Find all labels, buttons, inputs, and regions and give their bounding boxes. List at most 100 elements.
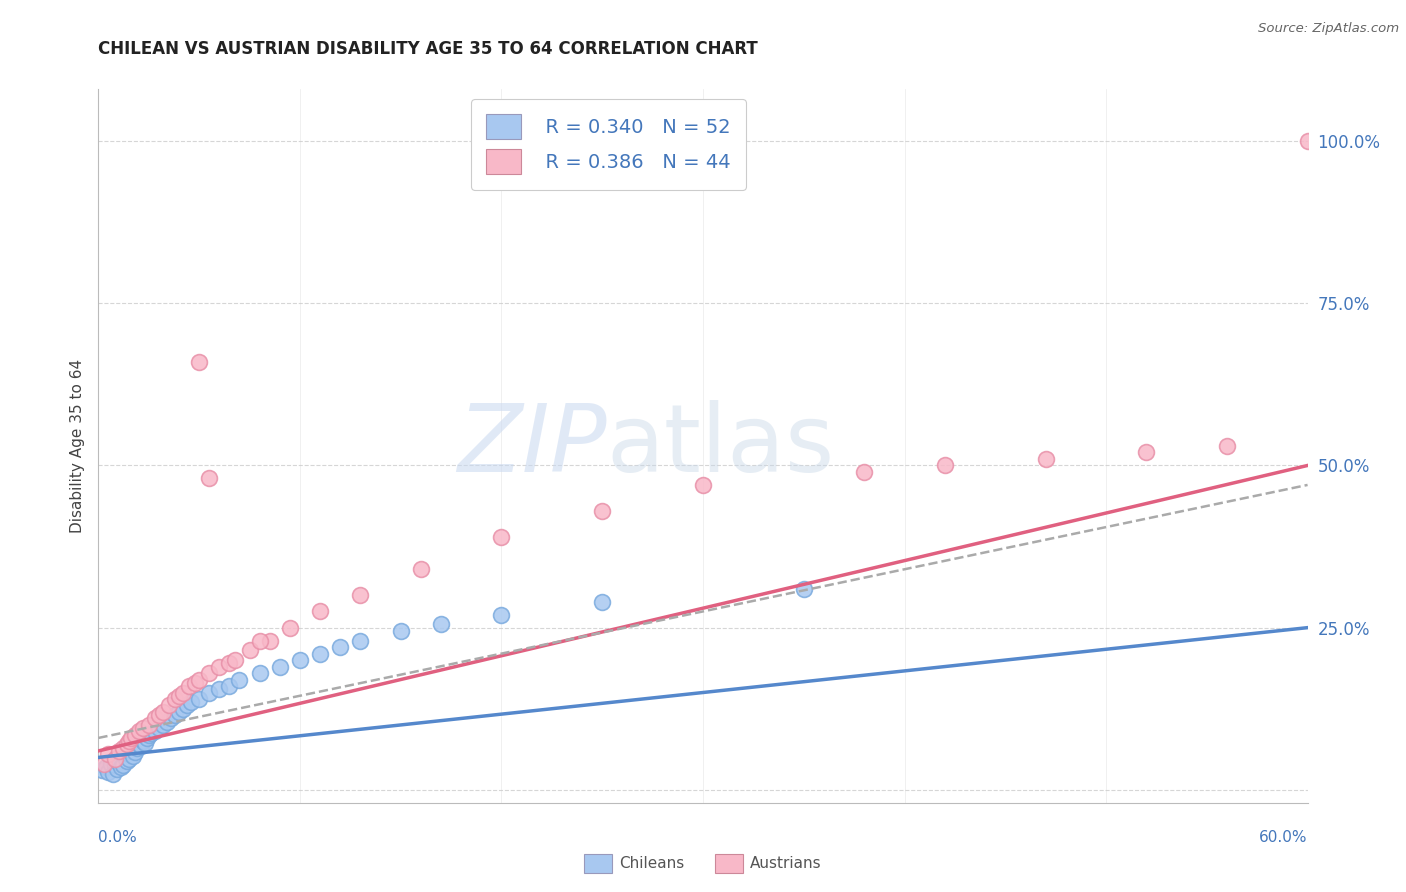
Point: [309, 647, 332, 661]
Legend: Chileans, Austrians: Chileans, Austrians: [576, 846, 830, 880]
Point: [208, 682, 231, 697]
Point: [157, 698, 180, 713]
Point: [160, 711, 183, 725]
Point: [228, 673, 250, 687]
Point: [124, 745, 146, 759]
Point: [172, 685, 194, 699]
Point: [139, 725, 162, 739]
Point: [111, 758, 134, 772]
Point: [176, 698, 198, 713]
Point: [491, 530, 513, 544]
Point: [180, 695, 202, 709]
Point: [1135, 445, 1157, 459]
Point: [118, 752, 141, 766]
Point: [105, 762, 128, 776]
Point: [692, 478, 714, 492]
Point: [107, 754, 129, 768]
Point: [134, 736, 156, 750]
Point: [224, 653, 246, 667]
Point: [1296, 134, 1319, 148]
Point: [309, 604, 332, 618]
Point: [934, 458, 956, 473]
Point: [177, 679, 201, 693]
Point: [115, 754, 138, 768]
Point: [259, 633, 281, 648]
Point: [218, 657, 240, 671]
Point: [135, 731, 157, 745]
Point: [129, 739, 152, 753]
Point: [208, 659, 231, 673]
Point: [143, 724, 166, 739]
Text: ZIP: ZIP: [457, 401, 606, 491]
Text: 0.0%: 0.0%: [98, 830, 138, 845]
Point: [591, 504, 613, 518]
Point: [389, 624, 412, 638]
Text: Source: ZipAtlas.com: Source: ZipAtlas.com: [1258, 22, 1399, 36]
Point: [107, 756, 129, 770]
Point: [118, 747, 141, 761]
Point: [172, 702, 194, 716]
Point: [101, 766, 124, 780]
Point: [91, 764, 114, 778]
Point: [163, 708, 186, 723]
Point: [853, 465, 876, 479]
Point: [115, 738, 138, 752]
Point: [132, 721, 155, 735]
Point: [349, 588, 371, 602]
Point: [430, 617, 453, 632]
Point: [329, 640, 352, 654]
Point: [138, 718, 160, 732]
Y-axis label: Disability Age 35 to 64: Disability Age 35 to 64: [69, 359, 84, 533]
Point: [120, 731, 142, 745]
Point: [1035, 452, 1057, 467]
Point: [249, 633, 271, 648]
Point: [188, 692, 211, 706]
Point: [409, 562, 432, 576]
Point: [288, 653, 311, 667]
Point: [198, 666, 221, 681]
Point: [152, 705, 174, 719]
Point: [152, 718, 174, 732]
Point: [591, 595, 613, 609]
Point: [120, 744, 142, 758]
Point: [278, 621, 301, 635]
Point: [143, 711, 166, 725]
Point: [107, 744, 129, 758]
Point: [218, 679, 240, 693]
Point: [128, 738, 150, 752]
Point: [93, 756, 115, 771]
Point: [239, 643, 262, 657]
Text: atlas: atlas: [606, 400, 835, 492]
Point: [491, 607, 513, 622]
Point: [184, 675, 207, 690]
Point: [111, 740, 134, 755]
Text: CHILEAN VS AUSTRIAN DISABILITY AGE 35 TO 64 CORRELATION CHART: CHILEAN VS AUSTRIAN DISABILITY AGE 35 TO…: [98, 40, 758, 58]
Point: [148, 708, 170, 723]
Point: [103, 752, 125, 766]
Point: [124, 728, 146, 742]
Point: [125, 740, 148, 755]
Point: [103, 758, 125, 772]
Point: [249, 666, 271, 681]
Point: [188, 673, 211, 687]
Text: 60.0%: 60.0%: [1260, 830, 1308, 845]
Point: [198, 471, 221, 485]
Point: [198, 685, 221, 699]
Point: [114, 750, 136, 764]
Point: [97, 747, 120, 761]
Point: [110, 760, 132, 774]
Point: [118, 734, 141, 748]
Point: [148, 721, 170, 735]
Point: [188, 354, 211, 368]
Point: [269, 659, 291, 673]
Point: [156, 714, 179, 729]
Point: [163, 692, 186, 706]
Point: [100, 756, 122, 771]
Point: [167, 705, 190, 719]
Point: [167, 689, 190, 703]
Point: [121, 749, 143, 764]
Point: [97, 764, 120, 779]
Point: [138, 728, 160, 742]
Point: [1216, 439, 1239, 453]
Point: [349, 633, 371, 648]
